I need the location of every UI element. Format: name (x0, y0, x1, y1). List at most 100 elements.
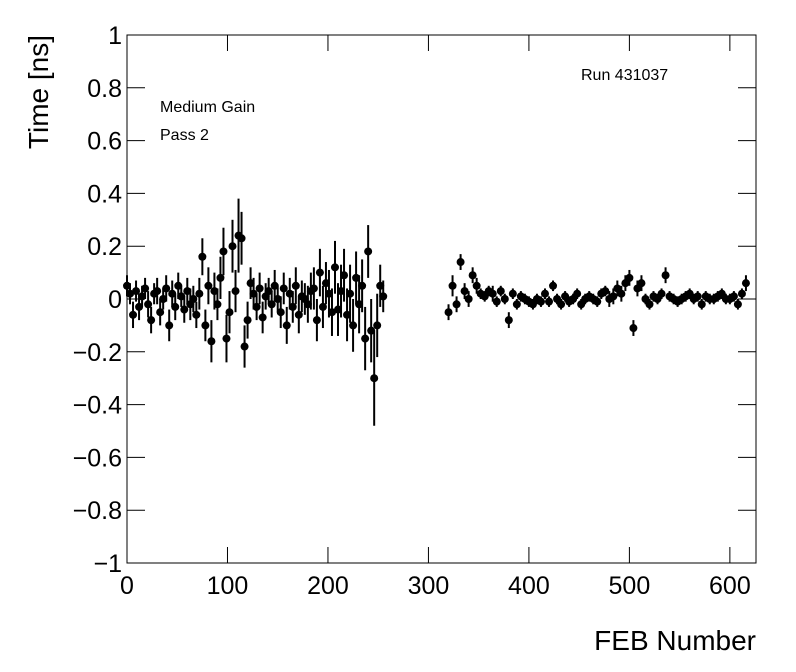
point (358, 281, 367, 290)
point (126, 289, 135, 298)
point (448, 281, 457, 290)
y-tick-label: −0.6 (73, 444, 122, 472)
point (349, 321, 358, 330)
point (303, 300, 312, 309)
x-tick-label: 100 (207, 572, 249, 600)
y-tick-label: 1 (108, 22, 122, 50)
y-tick-label: 0.2 (87, 233, 122, 261)
point (144, 300, 153, 309)
point (637, 279, 646, 288)
point (657, 289, 666, 298)
point (355, 300, 364, 309)
point (496, 287, 505, 296)
point (282, 321, 291, 330)
point (312, 316, 321, 325)
point (609, 292, 618, 301)
point (321, 279, 330, 288)
point (213, 300, 222, 309)
point (276, 308, 285, 317)
point (255, 284, 264, 293)
point (492, 297, 501, 306)
point (177, 292, 186, 301)
point (195, 289, 204, 298)
y-tick-label: 0.6 (87, 128, 122, 156)
point (132, 287, 141, 296)
point (183, 287, 192, 296)
point (237, 234, 246, 243)
point (729, 292, 738, 301)
point (207, 337, 216, 346)
point (629, 324, 638, 333)
point (557, 300, 566, 309)
point (279, 284, 288, 293)
point (291, 281, 300, 290)
point (661, 271, 670, 280)
point (352, 273, 361, 282)
point (370, 374, 379, 383)
y-tick-label: 0.8 (87, 75, 122, 103)
point (593, 297, 602, 306)
point (737, 289, 746, 298)
annotation: Pass 2 (160, 127, 209, 144)
point (324, 289, 333, 298)
point (180, 305, 189, 314)
y-tick-label: 0 (108, 286, 122, 314)
x-tick-label: 300 (408, 572, 450, 600)
point (337, 287, 346, 296)
point (741, 279, 750, 288)
point (464, 295, 473, 303)
point (364, 247, 373, 256)
point (153, 287, 162, 296)
point (444, 308, 453, 317)
point (147, 316, 156, 325)
point (222, 334, 231, 343)
point (267, 300, 276, 309)
point (601, 287, 610, 296)
point (318, 302, 327, 311)
point (201, 321, 210, 330)
point (141, 284, 150, 293)
point (733, 300, 742, 309)
point (379, 292, 388, 301)
point (216, 273, 225, 282)
point (210, 287, 219, 296)
point (460, 287, 469, 296)
point (334, 305, 343, 314)
point (697, 300, 706, 309)
point (174, 281, 183, 290)
point (264, 287, 273, 296)
y-tick-label: −1 (93, 550, 122, 578)
point (452, 300, 461, 309)
y-tick-label: −0.8 (73, 497, 122, 525)
point (129, 310, 138, 319)
point (162, 284, 171, 293)
point (171, 302, 180, 311)
point (472, 281, 481, 290)
y-tick-label: −0.4 (73, 392, 122, 420)
point (309, 284, 318, 293)
y-tick-label: 0.4 (87, 180, 122, 208)
point (198, 252, 207, 261)
point (219, 247, 228, 256)
point (573, 289, 582, 298)
point (373, 321, 382, 330)
point (340, 271, 349, 280)
point (285, 289, 294, 298)
point (468, 271, 477, 280)
point (294, 310, 303, 319)
x-tick-label: 600 (709, 572, 751, 600)
annotation: Medium Gain (160, 99, 255, 116)
point (156, 308, 165, 317)
annotation: Run 431037 (581, 67, 668, 84)
point (361, 334, 370, 343)
point (273, 295, 282, 303)
point (246, 279, 255, 288)
point (693, 292, 702, 301)
point (189, 295, 198, 303)
x-axis-title: FEB Number (594, 625, 756, 656)
point (288, 302, 297, 311)
point (135, 302, 144, 311)
point (327, 308, 336, 317)
